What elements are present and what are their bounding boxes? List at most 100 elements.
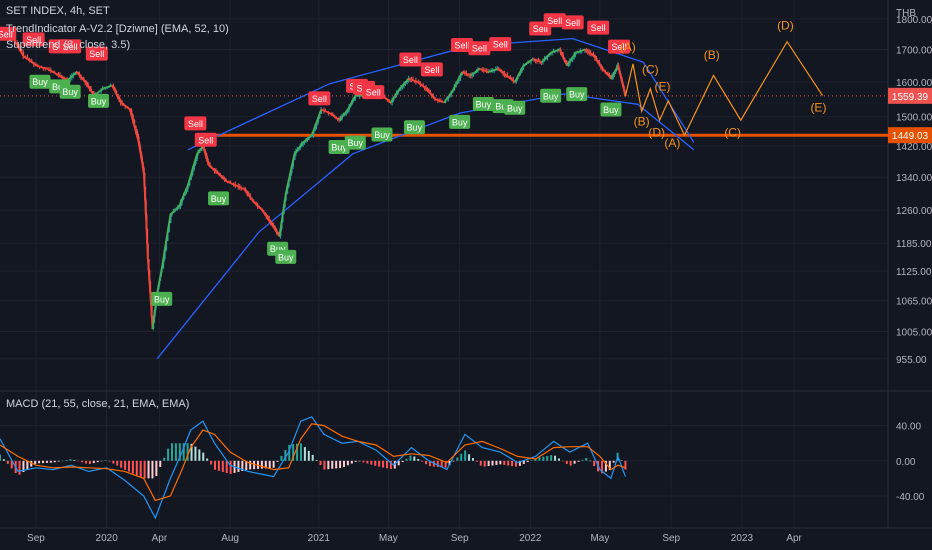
trend-line-segment xyxy=(306,136,310,140)
trend-line-segment xyxy=(262,211,266,215)
trend-line-segment xyxy=(601,68,605,71)
trend-line-segment xyxy=(395,90,399,94)
macd-histogram-bar xyxy=(104,460,107,461)
macd-histogram-bar xyxy=(49,460,52,463)
macd-histogram-bar xyxy=(546,455,549,461)
trend-line-segment xyxy=(280,214,284,222)
macd-histogram-bar xyxy=(182,443,185,461)
trend-line-segment xyxy=(272,227,276,231)
trend-line-segment xyxy=(594,57,598,61)
trend-line-segment xyxy=(456,77,460,82)
time-tick-label: Sep xyxy=(451,533,469,544)
trend-line-segment xyxy=(578,50,581,53)
macd-histogram-bar xyxy=(593,460,596,467)
macd-histogram-bar xyxy=(253,460,256,470)
macd-histogram-bar xyxy=(514,460,517,467)
trend-line-segment xyxy=(466,72,469,76)
trend-line-segment xyxy=(234,184,238,187)
sell-signal-box xyxy=(194,132,217,147)
sell-signal-label: Sell xyxy=(533,24,548,34)
macd-histogram-bar xyxy=(6,460,9,464)
trend-line-segment xyxy=(524,62,527,66)
macd-histogram-bar xyxy=(280,455,283,461)
buy-signal-label: Buy xyxy=(62,87,78,97)
trend-line-segment xyxy=(267,218,270,222)
trend-line-segment xyxy=(435,98,439,101)
trend-line-segment xyxy=(437,99,440,102)
support-price-label: 1449.03 xyxy=(892,131,929,142)
trend-line-segment xyxy=(137,142,141,148)
sell-signal-label: Sell xyxy=(493,40,508,50)
trend-line-segment xyxy=(85,83,89,87)
trend-line-segment xyxy=(139,152,142,158)
macd-histogram-bar xyxy=(264,460,267,469)
trend-line-segment xyxy=(548,52,552,55)
macd-histogram-bar xyxy=(84,460,87,464)
trend-line-segment xyxy=(182,191,186,196)
macd-histogram-bar xyxy=(452,460,455,462)
last-price-label: 1559.39 xyxy=(892,92,929,103)
trend-line-segment xyxy=(567,60,571,64)
buy-signal-label: Buy xyxy=(154,294,170,304)
wave-label: (C) xyxy=(724,126,741,140)
macd-histogram-bar xyxy=(471,458,474,461)
buy-signal-label: Buy xyxy=(452,117,468,127)
wave-label: (A) xyxy=(664,136,680,150)
wave-label: (B) xyxy=(634,115,650,129)
trend-line-segment xyxy=(347,106,350,110)
trend-line-segment xyxy=(184,188,188,193)
sell-signal-label: Sell xyxy=(565,18,580,28)
trend-line-segment xyxy=(342,112,346,116)
time-tick-label: Aug xyxy=(221,533,239,544)
trend-line-segment xyxy=(216,172,220,176)
trend-line-segment xyxy=(559,51,563,56)
trend-line-segment xyxy=(144,200,147,215)
macd-histogram-bar xyxy=(413,456,416,461)
price-tick-label: 1600.00 xyxy=(896,78,932,89)
trend-line-segment xyxy=(585,49,589,53)
macd-histogram-bar xyxy=(2,459,5,461)
trend-line-segment xyxy=(33,63,37,67)
trend-line-segment xyxy=(131,120,135,126)
macd-histogram-bar xyxy=(202,452,205,461)
trend-line-segment xyxy=(501,71,504,74)
trend-line-segment xyxy=(620,79,623,83)
sell-signal-box xyxy=(308,91,331,106)
trend-line-segment xyxy=(575,51,578,54)
trend-line-segment xyxy=(335,117,339,120)
macd-histogram-bar xyxy=(237,460,240,472)
buy-signal-box xyxy=(208,191,230,206)
trend-line-segment xyxy=(169,212,173,216)
trend-line-segment xyxy=(415,80,418,83)
trend-line-segment xyxy=(58,74,61,77)
price-tick-label: 1800.00 xyxy=(896,15,932,26)
time-tick-label: May xyxy=(379,533,398,544)
trend-line-segment xyxy=(255,203,259,207)
trend-line-segment xyxy=(179,198,183,203)
trend-line-segment xyxy=(411,79,414,82)
macd-histogram-bar xyxy=(194,446,197,461)
trend-line-segment xyxy=(305,137,309,141)
trend-line-segment xyxy=(603,69,606,73)
buy-signal-box xyxy=(472,96,494,111)
trend-line-segment xyxy=(583,48,586,51)
candle-body xyxy=(22,52,25,56)
price-tick-label: 1500.00 xyxy=(896,113,932,124)
macd-histogram-bar xyxy=(440,460,443,468)
trend-line-segment xyxy=(511,79,514,82)
trend-line-segment xyxy=(406,78,410,81)
sell-signal-label: Sell xyxy=(198,135,213,145)
trend-line-segment xyxy=(467,73,470,76)
trend-line-segment xyxy=(505,74,508,78)
buy-signal-label: Buy xyxy=(348,138,364,148)
macd-histogram-bar xyxy=(10,460,13,469)
macd-histogram-bar xyxy=(362,460,365,463)
macd-histogram-bar xyxy=(487,460,490,467)
trend-line-segment xyxy=(389,99,393,103)
trend-line-segment xyxy=(20,52,24,57)
trend-line-segment xyxy=(136,136,140,143)
macd-histogram-bar xyxy=(26,460,29,470)
macd-histogram-bar xyxy=(296,443,299,461)
trend-line-segment xyxy=(240,187,243,190)
